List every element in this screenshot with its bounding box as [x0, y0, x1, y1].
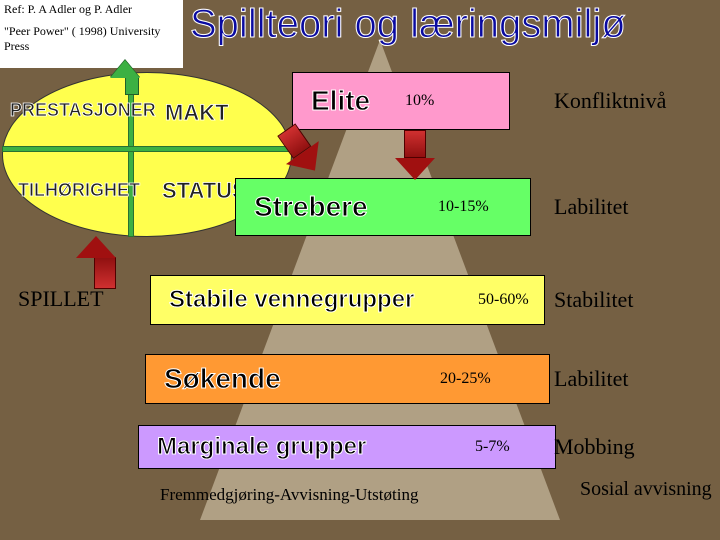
- level-label: Stabile vennegrupper: [151, 286, 414, 314]
- level-pct: 5-7%: [475, 438, 510, 456]
- bottom-text: Fremmedgjøring-Avvisning-Utstøting: [160, 485, 418, 505]
- level-pct: 10-15%: [438, 198, 489, 216]
- right-label: Konfliktnivå: [554, 88, 666, 114]
- spillet-label: SPILLET: [18, 286, 104, 312]
- reference-box: Ref: P. A Adler og P. Adler "Peer Power"…: [0, 0, 183, 68]
- right-label: Mobbing: [554, 434, 635, 460]
- red-arrow-elite-down: [404, 130, 444, 180]
- level-label: Marginale grupper: [139, 433, 366, 461]
- right-label: Stabilitet: [554, 287, 633, 313]
- ref-line1: Ref: P. A Adler og P. Adler: [4, 2, 179, 18]
- red-arrow-spillet: [85, 236, 125, 289]
- level-pct: 10%: [405, 92, 434, 110]
- quadrant-tl: PRESTASJONER: [10, 100, 156, 121]
- level-elite: Elite: [292, 72, 510, 130]
- right-label: Labilitet: [554, 194, 629, 220]
- cross-vertical: [128, 72, 134, 237]
- quadrant-tr: MAKT: [165, 100, 229, 126]
- green-arrow-up: [118, 60, 148, 95]
- quadrant-bl: TILHØRIGHET: [18, 180, 140, 201]
- level-label: Søkende: [146, 363, 281, 395]
- level-label: Strebere: [236, 191, 368, 223]
- cross-horizontal: [2, 146, 292, 152]
- right-label: Labilitet: [554, 366, 629, 392]
- bottom-right-label: Sosial avvisning: [580, 478, 712, 501]
- ref-line2: "Peer Power" ( 1998) University Press: [4, 24, 179, 55]
- level-label: Elite: [293, 85, 370, 117]
- level-pct: 50-60%: [478, 291, 529, 309]
- level-pct: 20-25%: [440, 370, 491, 388]
